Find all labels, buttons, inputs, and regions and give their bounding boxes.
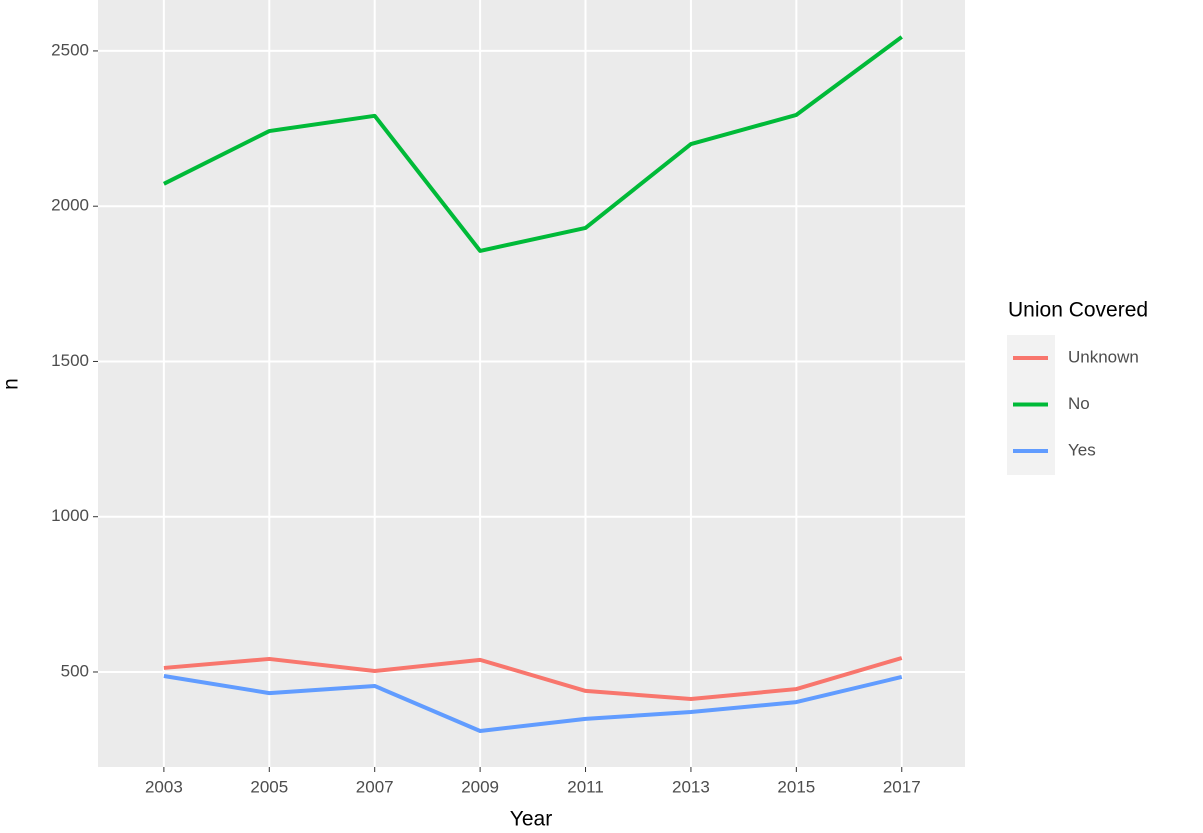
panel xyxy=(98,0,965,767)
series-line xyxy=(163,674,903,733)
series-line xyxy=(162,35,903,253)
x-tick-label: 2003 xyxy=(145,777,183,796)
x-axis-title: Year xyxy=(510,808,552,831)
y-tick-label: 2500 xyxy=(51,40,89,59)
x-tick-label: 2017 xyxy=(883,777,921,796)
y-tick-label: 2000 xyxy=(51,196,89,215)
x-tick-label: 2005 xyxy=(250,777,288,796)
y-tick-label: 500 xyxy=(61,661,89,680)
y-axis-title: n xyxy=(0,378,23,390)
legend-label: Unknown xyxy=(1068,347,1139,366)
y-tick-label: 1500 xyxy=(51,351,89,370)
legend-label: No xyxy=(1068,394,1090,413)
x-tick-label: 2011 xyxy=(567,777,604,796)
x-tick-label: 2015 xyxy=(777,777,815,796)
x-tick-label: 2009 xyxy=(461,777,499,796)
x-tick-label: 2013 xyxy=(672,777,710,796)
y-tick-label: 1000 xyxy=(51,506,89,525)
x-tick-label: 2007 xyxy=(356,777,394,796)
legend-label: Yes xyxy=(1068,440,1096,459)
legend-title: Union Covered xyxy=(1008,299,1148,322)
series-line xyxy=(163,656,903,701)
